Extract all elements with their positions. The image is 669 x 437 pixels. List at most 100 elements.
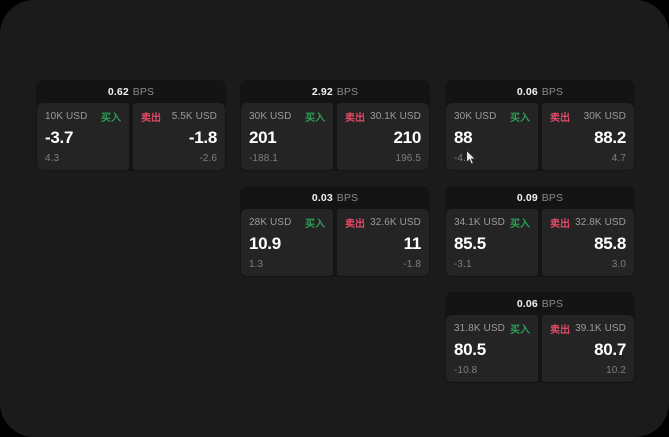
bps-unit-label: BPS — [541, 297, 564, 310]
buy-panel[interactable]: 34.1K USD 买入 85.5 -3.1 — [446, 209, 538, 276]
bps-value: 0.03 — [311, 191, 333, 204]
buy-delta: 4.3 — [45, 153, 60, 164]
buy-panel-header: 30K USD 买入 — [454, 110, 530, 124]
sell-panel[interactable]: 卖出 5.5K USD -1.8 -2.6 — [133, 103, 225, 170]
buy-panel[interactable]: 30K USD 买入 88 -4.9 — [446, 103, 538, 170]
buy-price: 88 — [454, 127, 473, 147]
buy-delta: -10.8 — [454, 365, 478, 376]
quote-card-body: 31.8K USD 买入 80.5 -10.8 卖出 39.1K USD 80.7 10.2 — [445, 315, 635, 383]
bps-header: 0.09 BPS — [445, 186, 635, 209]
bps-unit-label: BPS — [541, 191, 564, 204]
sell-panel[interactable]: 卖出 39.1K USD 80.7 10.2 — [542, 315, 634, 382]
sell-action-label[interactable]: 卖出 — [345, 218, 365, 230]
sell-panel-header: 卖出 32.8K USD — [550, 216, 626, 230]
quote-card[interactable]: 2.92 BPS 30K USD 买入 201 -188.1 卖出 30.1K USD 210 1… — [240, 80, 430, 171]
sell-panel-header: 卖出 32.6K USD — [345, 216, 421, 230]
quote-column: 0.62 BPS 10K USD 买入 -3.7 4.3 卖出 5.5K USD -1.8 -2.… — [36, 80, 226, 186]
buy-delta: -4.9 — [454, 153, 472, 164]
sell-delta: 4.7 — [611, 153, 626, 164]
quote-card[interactable]: 0.62 BPS 10K USD 买入 -3.7 4.3 卖出 5.5K USD -1.8 -2.… — [36, 80, 226, 171]
bps-header: 0.06 BPS — [445, 292, 635, 315]
buy-panel[interactable]: 30K USD 买入 201 -188.1 — [241, 103, 333, 170]
buy-panel[interactable]: 28K USD 买入 10.9 1.3 — [241, 209, 333, 276]
bps-value: 0.62 — [107, 85, 129, 98]
buy-size-label: 10K USD — [45, 110, 88, 122]
quote-card-body: 30K USD 买入 201 -188.1 卖出 30.1K USD 210 196.5 — [240, 103, 430, 171]
sell-price: -1.8 — [188, 127, 217, 147]
sell-size-label: 32.8K USD — [575, 216, 626, 228]
sell-panel-header: 卖出 30K USD — [550, 110, 626, 124]
bps-value: 2.92 — [311, 85, 333, 98]
bps-unit-label: BPS — [541, 85, 564, 98]
buy-price: 80.5 — [454, 339, 486, 359]
buy-size-label: 30K USD — [249, 110, 292, 122]
buy-action-label[interactable]: 买入 — [510, 324, 530, 336]
buy-size-label: 28K USD — [249, 216, 292, 228]
sell-price: 85.8 — [594, 233, 626, 253]
bps-unit-label: BPS — [132, 85, 155, 98]
quote-card[interactable]: 0.06 BPS 31.8K USD 买入 80.5 -10.8 卖出 39.1K USD 80… — [445, 292, 635, 383]
buy-price: 201 — [249, 127, 277, 147]
bps-header: 0.06 BPS — [445, 80, 635, 103]
buy-panel-header: 10K USD 买入 — [45, 110, 121, 124]
sell-panel[interactable]: 卖出 30.1K USD 210 196.5 — [337, 103, 429, 170]
sell-action-label[interactable]: 卖出 — [550, 324, 570, 336]
quote-column: 2.92 BPS 30K USD 买入 201 -188.1 卖出 30.1K USD 210 1… — [240, 80, 430, 292]
quote-board: 0.62 BPS 10K USD 买入 -3.7 4.3 卖出 5.5K USD -1.8 -2.… — [36, 80, 636, 390]
sell-delta: -1.8 — [403, 259, 421, 270]
quote-column: 0.06 BPS 30K USD 买入 88 -4.9 卖出 30K USD 88.2 4.7 0.… — [445, 80, 635, 398]
quote-card[interactable]: 0.09 BPS 34.1K USD 买入 85.5 -3.1 卖出 32.8K USD 85.… — [445, 186, 635, 277]
quote-card[interactable]: 0.03 BPS 28K USD 买入 10.9 1.3 卖出 32.6K USD 11 -1.8 — [240, 186, 430, 277]
sell-delta: -2.6 — [199, 153, 217, 164]
sell-panel[interactable]: 卖出 32.6K USD 11 -1.8 — [337, 209, 429, 276]
quote-card[interactable]: 0.06 BPS 30K USD 买入 88 -4.9 卖出 30K USD 88.2 4.7 — [445, 80, 635, 171]
bps-value: 0.06 — [516, 297, 538, 310]
sell-action-label[interactable]: 卖出 — [141, 112, 161, 124]
buy-panel-header: 34.1K USD 买入 — [454, 216, 530, 230]
sell-panel-header: 卖出 5.5K USD — [141, 110, 217, 124]
sell-action-label[interactable]: 卖出 — [550, 218, 570, 230]
buy-action-label[interactable]: 买入 — [305, 218, 325, 230]
sell-panel[interactable]: 卖出 30K USD 88.2 4.7 — [542, 103, 634, 170]
buy-price: 10.9 — [249, 233, 281, 253]
buy-size-label: 30K USD — [454, 110, 497, 122]
bps-header: 0.03 BPS — [240, 186, 430, 209]
bps-value: 0.06 — [516, 85, 538, 98]
sell-delta: 196.5 — [395, 153, 421, 164]
sell-price: 210 — [393, 127, 422, 147]
quote-card-body: 30K USD 买入 88 -4.9 卖出 30K USD 88.2 4.7 — [445, 103, 635, 171]
buy-price: 85.5 — [454, 233, 486, 253]
sell-panel[interactable]: 卖出 32.8K USD 85.8 3.0 — [542, 209, 634, 276]
bps-value: 0.09 — [516, 191, 538, 204]
buy-action-label[interactable]: 买入 — [305, 112, 325, 124]
sell-price: 11 — [403, 233, 422, 253]
sell-size-label: 30.1K USD — [370, 110, 421, 122]
buy-delta: -188.1 — [249, 153, 278, 164]
buy-delta: -3.1 — [454, 259, 472, 270]
buy-action-label[interactable]: 买入 — [510, 112, 530, 124]
buy-action-label[interactable]: 买入 — [510, 218, 530, 230]
quote-card-body: 28K USD 买入 10.9 1.3 卖出 32.6K USD 11 -1.8 — [240, 209, 430, 277]
bps-unit-label: BPS — [336, 85, 359, 98]
sell-delta: 3.0 — [611, 259, 626, 270]
buy-panel-header: 31.8K USD 买入 — [454, 322, 530, 336]
sell-size-label: 5.5K USD — [171, 110, 217, 122]
sell-price: 80.7 — [594, 339, 626, 359]
bps-header: 0.62 BPS — [36, 80, 226, 103]
buy-panel[interactable]: 10K USD 买入 -3.7 4.3 — [37, 103, 129, 170]
sell-size-label: 32.6K USD — [370, 216, 421, 228]
sell-size-label: 30K USD — [583, 110, 626, 122]
buy-delta: 1.3 — [249, 259, 264, 270]
buy-size-label: 31.8K USD — [454, 322, 505, 334]
quote-card-body: 10K USD 买入 -3.7 4.3 卖出 5.5K USD -1.8 -2.6 — [36, 103, 226, 171]
buy-action-label[interactable]: 买入 — [101, 112, 121, 124]
sell-action-label[interactable]: 卖出 — [345, 112, 365, 124]
buy-panel-header: 28K USD 买入 — [249, 216, 325, 230]
bps-header: 2.92 BPS — [240, 80, 430, 103]
buy-size-label: 34.1K USD — [454, 216, 505, 228]
quote-card-body: 34.1K USD 买入 85.5 -3.1 卖出 32.8K USD 85.8 3.0 — [445, 209, 635, 277]
buy-panel[interactable]: 31.8K USD 买入 80.5 -10.8 — [446, 315, 538, 382]
sell-action-label[interactable]: 卖出 — [550, 112, 570, 124]
bps-unit-label: BPS — [336, 191, 359, 204]
